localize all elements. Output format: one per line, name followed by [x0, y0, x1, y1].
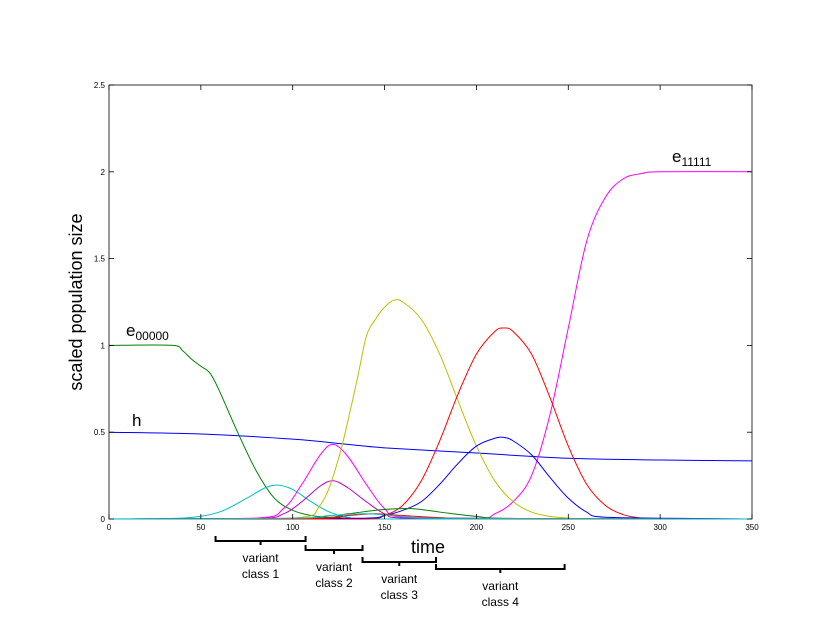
variant-class-label-line2: class 2: [315, 576, 353, 590]
series-line-5: [108, 443, 753, 520]
annotation-e00000-sub: 00000: [135, 329, 169, 343]
variant-class-bracket: [361, 557, 438, 566]
variant-class-bracket: [304, 545, 364, 554]
x-tick-label: 350: [745, 523, 759, 532]
series-line-2: [108, 344, 752, 520]
variant-class-label-line2: class 1: [242, 567, 280, 581]
y-tick-label: 0: [101, 515, 106, 524]
x-tick-label: 50: [196, 523, 205, 532]
series-line-12: [108, 513, 753, 520]
x-tick-label: 250: [562, 523, 576, 532]
series-line-4: [108, 484, 752, 520]
series-line-6: [108, 480, 753, 520]
series-layer: [108, 171, 753, 520]
series-line-3: [109, 171, 753, 520]
annotation-e11111-sub: 11111: [681, 155, 711, 169]
series-line-7: [108, 299, 752, 520]
variant-class-3: variant class 3: [361, 557, 438, 602]
x-axis-title: time: [411, 537, 445, 557]
y-tick-label: 2: [101, 168, 106, 177]
variant-class-label-line1: variant: [381, 572, 418, 586]
series-line-1: [108, 431, 753, 462]
variant-class-label-line1: variant: [243, 551, 280, 565]
x-tick-label: 0: [107, 523, 112, 532]
variant-class-2: variant class 2: [304, 545, 364, 590]
x-tick-label: 150: [378, 523, 392, 532]
x-tick-label: 100: [286, 523, 300, 532]
variant-class-bracket: [435, 564, 566, 573]
variant-class-1: variant class 1: [214, 536, 307, 581]
y-tick-label: 1: [101, 341, 106, 350]
variant-class-4: variant class 4: [435, 564, 566, 609]
y-tick-label: 1.5: [94, 255, 106, 264]
annotation-e11111: e11111: [672, 147, 712, 169]
annotation-h: h: [132, 411, 141, 430]
variant-class-label-line2: class 4: [482, 595, 520, 609]
y-tick-label: 2.5: [94, 81, 106, 90]
x-tick-label: 200: [470, 523, 484, 532]
variant-class-label-line1: variant: [482, 579, 519, 593]
plot-area: 0 50 100 150 200 250 300 350 0 0.5 1 1.5 2 2.5: [94, 81, 759, 532]
variant-class-label-line2: class 3: [381, 588, 419, 602]
y-tick-label: 0.5: [94, 428, 106, 437]
variant-classes: variant class 1 variant class 2 variant class…: [214, 536, 566, 609]
series-line-8: [109, 327, 752, 520]
ticks-layer: 0 50 100 150 200 250 300 350 0 0.5 1 1.5 2 2.5: [94, 81, 759, 532]
variant-class-label-line1: variant: [316, 560, 353, 574]
annotation-e11111-base: e: [672, 147, 681, 166]
x-tick-label: 300: [653, 523, 667, 532]
y-axis-title: scaled population size: [66, 213, 86, 390]
variant-class-bracket: [214, 536, 307, 545]
plot-frame: [108, 84, 753, 520]
annotation-e00000-base: e: [126, 321, 135, 340]
annotation-e00000: e00000: [126, 321, 169, 343]
series-line-9: [108, 436, 753, 520]
